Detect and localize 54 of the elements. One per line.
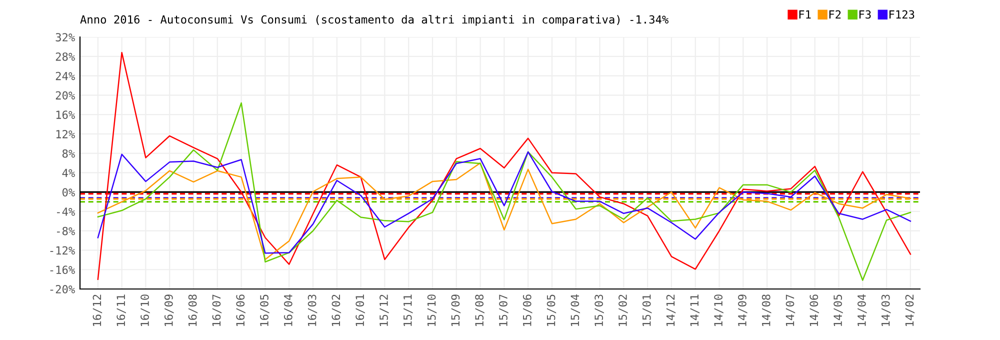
chart-title: Anno 2016 - Autoconsumi Vs Consumi (scostamento da altri impianti in comparativa) -1.34%: [80, 14, 668, 26]
x-tick-label: 14/12: [666, 294, 676, 326]
x-tick-label: 16/09: [164, 294, 174, 326]
y-tick-label: 28%: [56, 52, 75, 61]
x-tick-label: 14/08: [762, 294, 772, 326]
x-tick-label: 16/02: [332, 294, 342, 326]
y-tick-label: 32%: [56, 33, 75, 42]
x-tick-label: 14/05: [834, 294, 843, 326]
x-tick-label: 16/05: [260, 294, 270, 326]
x-tick-label: 15/04: [570, 294, 580, 326]
x-tick-label: 15/08: [475, 294, 484, 326]
y-tick-label: 4%: [62, 168, 75, 177]
x-tick-label: 16/07: [212, 294, 222, 326]
x-tick-label: 15/11: [404, 294, 413, 326]
x-tick-label: 14/07: [786, 294, 796, 326]
y-tick-label: 12%: [56, 130, 75, 138]
x-tick-label: 15/01: [642, 294, 652, 326]
x-tick-label: 15/09: [451, 294, 461, 326]
x-tick-label: 16/03: [308, 294, 318, 326]
x-tick-label: 15/05: [546, 294, 556, 326]
x-tick-label: 14/04: [857, 294, 867, 326]
x-tick-label: 16/10: [140, 294, 150, 326]
y-tick-label: 0%: [62, 188, 75, 197]
x-tick-label: 16/04: [284, 294, 294, 326]
y-tick-label: -20%: [50, 285, 75, 294]
legend-label: F3: [859, 10, 871, 19]
y-tick-label: -16%: [50, 266, 75, 274]
y-tick-label: -4%: [57, 208, 75, 216]
legend-label: F1: [799, 10, 811, 18]
x-tick-label: 14/06: [810, 294, 819, 326]
x-tick-label: 16/06: [236, 294, 246, 326]
x-tick-label: 14/10: [714, 294, 724, 326]
legend-label: F2: [829, 10, 841, 18]
x-tick-label: 15/03: [594, 294, 604, 326]
x-tick-label: 14/11: [690, 294, 700, 326]
x-tick-label: 15/07: [499, 294, 508, 326]
y-tick-label: 24%: [56, 72, 75, 80]
x-tick-label: 15/10: [427, 294, 437, 326]
x-tick-label: 15/12: [380, 294, 389, 326]
y-tick-label: -8%: [57, 226, 75, 236]
x-tick-label: 16/01: [356, 294, 365, 326]
x-tick-label: 15/06: [522, 294, 532, 326]
y-tick-label: 16%: [56, 110, 75, 119]
x-tick-label: 16/11: [116, 294, 126, 326]
x-tick-label: 14/09: [738, 294, 748, 326]
x-tick-label: 14/02: [905, 294, 915, 326]
x-tick-label: 16/08: [188, 294, 198, 326]
x-tick-label: 14/03: [881, 294, 891, 326]
x-tick-label: 16/12: [92, 294, 102, 326]
y-tick-label: -12%: [50, 246, 75, 254]
legend-label: F123: [890, 10, 914, 19]
y-tick-label: 20%: [56, 91, 75, 100]
y-tick-label: 8%: [62, 149, 75, 158]
x-tick-label: 15/02: [618, 294, 628, 326]
